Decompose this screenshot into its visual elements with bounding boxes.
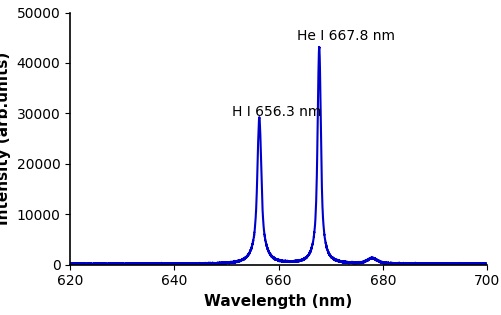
Text: He I 667.8 nm: He I 667.8 nm (296, 29, 394, 43)
Y-axis label: Intensity (arb.units): Intensity (arb.units) (0, 52, 11, 225)
X-axis label: Wavelength (nm): Wavelength (nm) (204, 294, 352, 309)
Text: H I 656.3 nm: H I 656.3 nm (231, 105, 321, 119)
